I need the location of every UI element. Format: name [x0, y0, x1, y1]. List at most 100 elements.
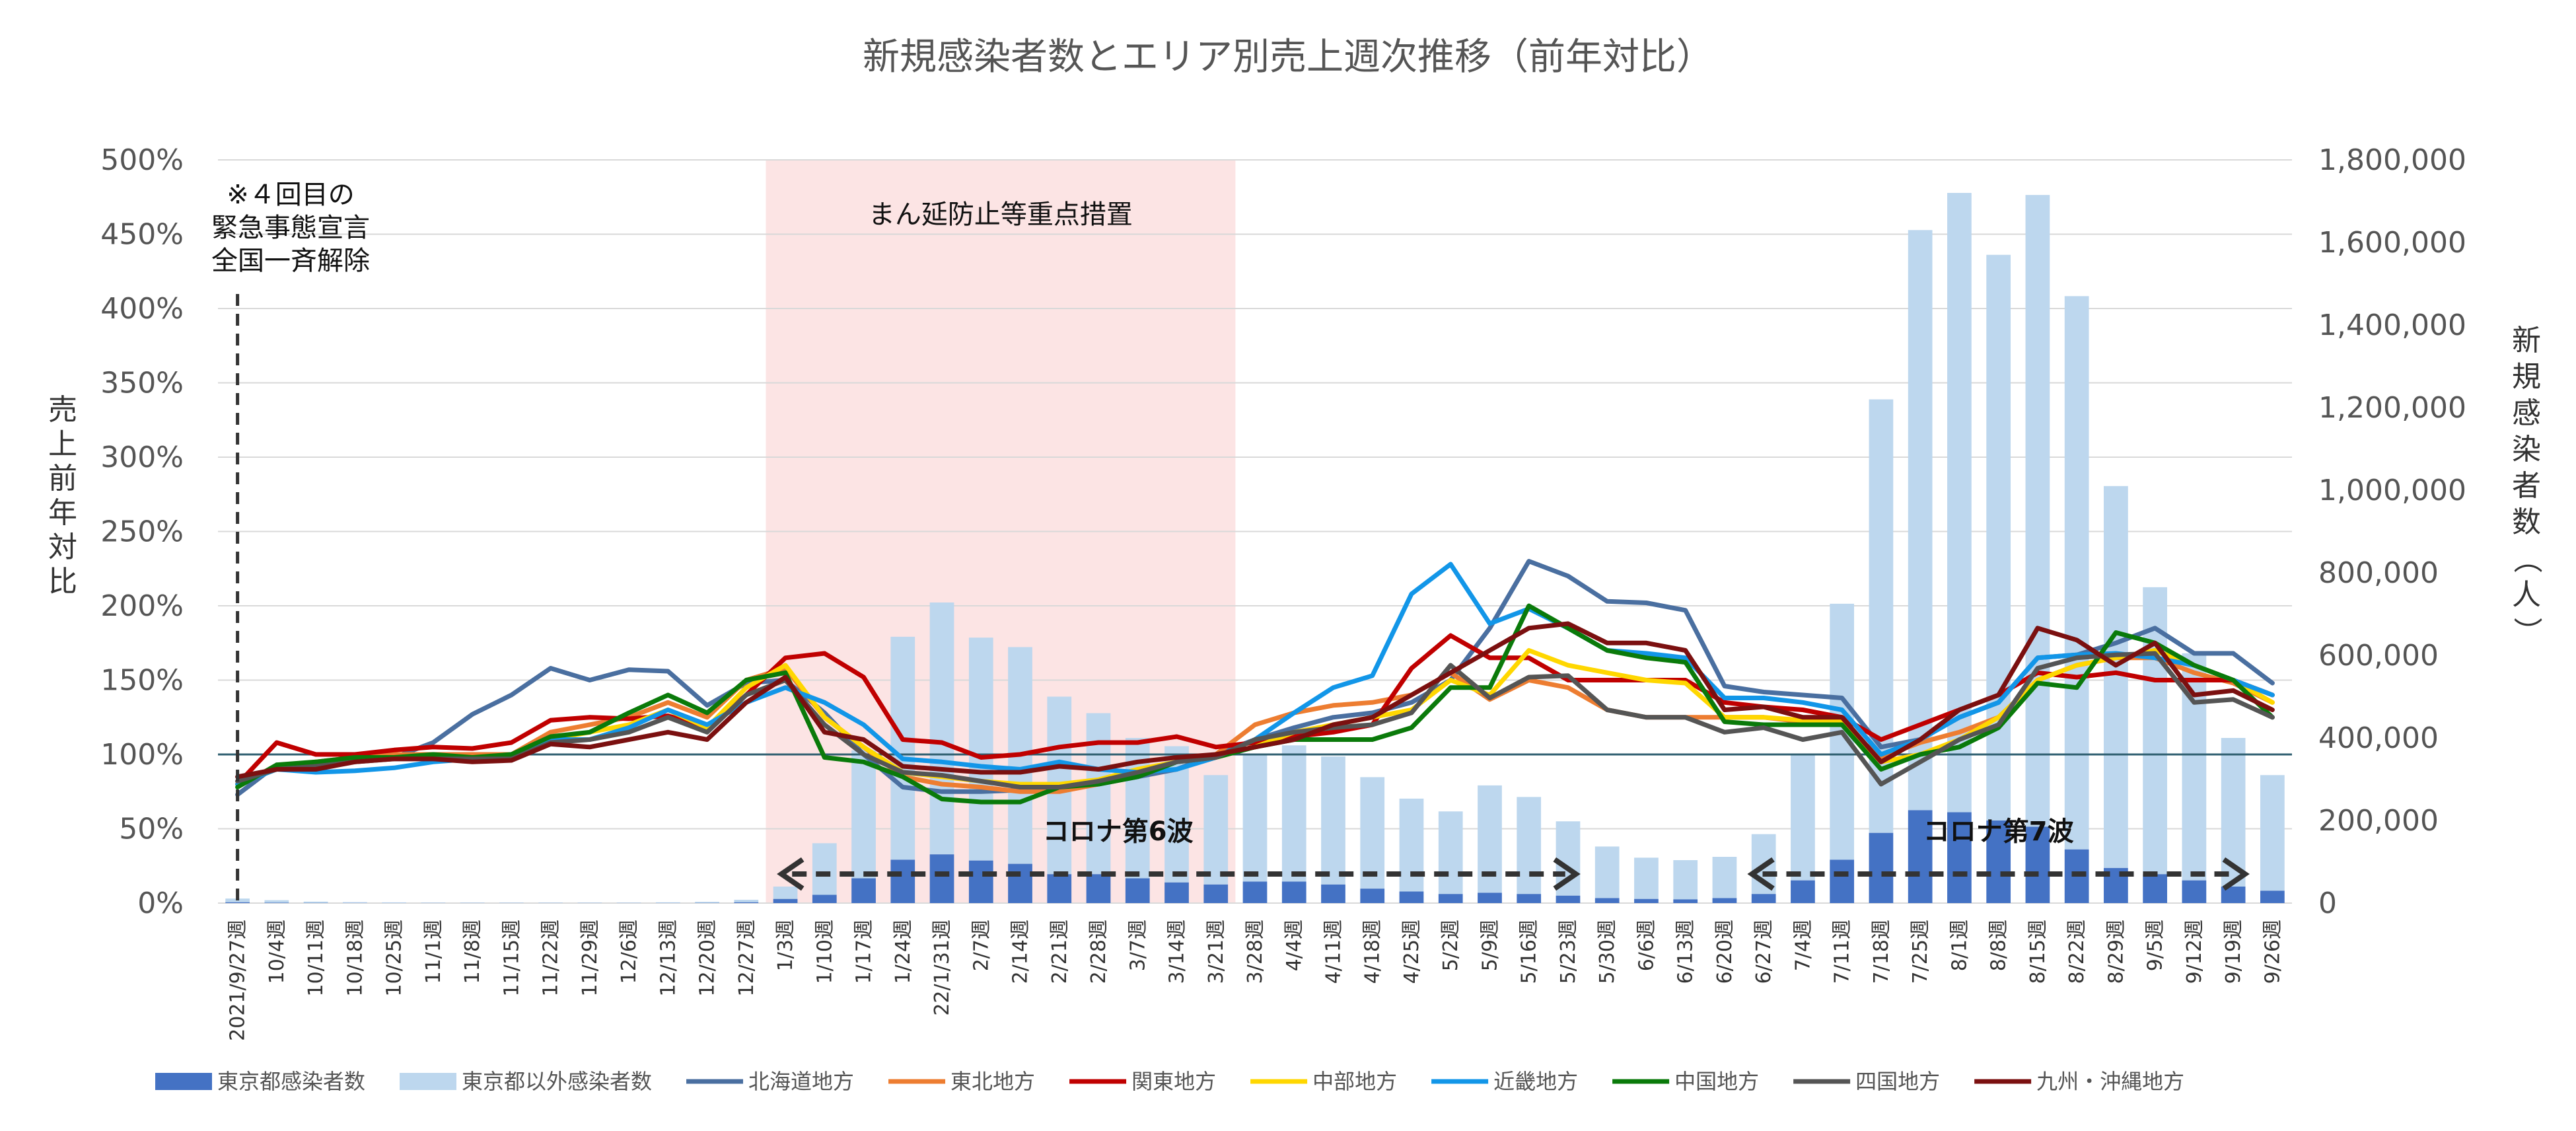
bar-other-prefectures — [2104, 486, 2128, 868]
bar-tokyo — [1008, 863, 1032, 903]
bar-tokyo — [1478, 893, 1502, 903]
bar-tokyo — [1164, 882, 1189, 903]
bar-tokyo — [1556, 895, 1581, 903]
x-tick-label: 9/19週 — [2222, 920, 2245, 984]
x-tick-label: 8/15週 — [2026, 920, 2050, 984]
left-axis-label-char: 前 — [48, 462, 77, 495]
legend: 東京都感染者数 東京都以外感染者数 北海道地方 東北地方 関東地方 中部地方 近畿地方 中国地… — [155, 1069, 2184, 1094]
right-tick-label: 200,000 — [2318, 804, 2439, 838]
bar-other-prefectures — [1399, 798, 1424, 892]
right-axis-label-char: （ — [2510, 544, 2544, 573]
x-tick-label: 11/22週 — [540, 920, 563, 996]
x-tick-label: 7/4週 — [1791, 920, 1814, 971]
legend-swatch — [155, 1073, 212, 1090]
emergency-annotation: ※４回目の 緊急事態宣言 全国一斉解除 — [211, 180, 370, 903]
bar-tokyo — [1908, 810, 1933, 903]
legend-item: 近畿地方 — [1431, 1069, 1578, 1094]
left-tick-label: 300% — [100, 441, 184, 474]
x-tick-label: 6/27週 — [1752, 920, 1775, 984]
x-tick-label: 5/23週 — [1557, 920, 1580, 984]
bar-other-prefectures — [890, 636, 915, 860]
left-tick-label: 500% — [100, 143, 184, 177]
bar-other-prefectures — [616, 902, 641, 903]
x-tick-label: 6/13週 — [1674, 920, 1698, 984]
legend-label: 近畿地方 — [1493, 1069, 1578, 1094]
legend-label: 東京都感染者数 — [217, 1069, 365, 1094]
x-tick-label: 5/16週 — [1518, 920, 1541, 984]
bar-other-prefectures — [1281, 745, 1306, 882]
x-tick-label: 7/11週 — [1831, 920, 1854, 984]
bar-tokyo — [1242, 881, 1268, 903]
legend-item: 東北地方 — [888, 1069, 1035, 1094]
x-tick-label: 8/22週 — [2065, 920, 2089, 984]
legend-item: 関東地方 — [1069, 1069, 1216, 1094]
x-tick-label: 11/8週 — [461, 920, 484, 984]
bar-other-prefectures — [1594, 846, 1620, 898]
bar-tokyo — [2260, 891, 2285, 903]
x-tick-label: 4/18週 — [1361, 920, 1384, 984]
wave6-arrow — [777, 857, 1581, 891]
x-tick-label: 3/14週 — [1166, 920, 1189, 984]
right-tick-label: 1,200,000 — [2318, 391, 2466, 425]
x-tick-label: 8/8週 — [1987, 920, 2011, 971]
x-tick-label: 2021/9/27週 — [227, 920, 250, 1041]
bar-other-prefectures — [655, 902, 680, 903]
bar-other-prefectures — [499, 902, 524, 903]
legend-label: 東京都以外感染者数 — [462, 1069, 652, 1094]
priority-measures-label: まん延防止等重点措置 — [869, 200, 1133, 230]
x-tick-label: 1/24週 — [892, 920, 915, 984]
bar-tokyo — [890, 859, 915, 903]
x-tick-label: 3/28週 — [1244, 920, 1267, 984]
x-tick-label: 7/25週 — [1909, 920, 1932, 984]
left-tick-label: 100% — [100, 738, 184, 772]
bar-tokyo — [1673, 899, 1698, 903]
x-tick-label: 8/1週 — [1948, 920, 1971, 971]
legend-label: 関東地方 — [1131, 1069, 1216, 1094]
line-series — [235, 655, 2275, 794]
x-tick-label: 11/1週 — [422, 920, 445, 984]
x-tick-label: 10/4週 — [266, 920, 289, 984]
bar-tokyo — [1086, 874, 1111, 903]
wave6-label: コロナ第6波 — [1043, 817, 1194, 847]
x-tick-label: 8/29週 — [2104, 920, 2128, 984]
x-tick-label: 11/29週 — [579, 920, 602, 996]
x-tick-label: 10/18週 — [343, 920, 367, 996]
x-tick-label: 3/7週 — [1126, 920, 1149, 971]
bar-tokyo — [1203, 884, 1229, 903]
wave7-label: コロナ第7波 — [1923, 817, 2074, 847]
left-tick-label: 150% — [100, 664, 184, 698]
left-axis-label-char: 上 — [48, 427, 77, 461]
right-tick-label: 1,400,000 — [2318, 309, 2466, 342]
bar-tokyo — [1125, 878, 1150, 903]
bar-other-prefectures — [1517, 797, 1542, 894]
bar-tokyo — [1399, 891, 1424, 903]
right-tick-label: 600,000 — [2318, 639, 2439, 673]
legend-item: 中国地方 — [1612, 1069, 1759, 1094]
right-axis-ticks: 0 200,000 400,000 600,000 800,000 1,000,000 1,… — [2318, 143, 2466, 920]
bar-tokyo — [1517, 894, 1542, 903]
bar-tokyo — [1830, 859, 1855, 903]
x-tick-label: 3/21週 — [1205, 920, 1228, 984]
bar-other-prefectures — [1203, 775, 1229, 885]
bar-other-prefectures — [342, 902, 367, 903]
bar-other-prefectures — [460, 902, 485, 903]
bar-other-prefectures — [1791, 754, 1815, 881]
left-axis-label-char: 比 — [48, 565, 77, 599]
left-axis-label-char: 売 — [48, 393, 77, 427]
bar-other-prefectures — [1321, 756, 1345, 885]
x-tick-label: 1/17週 — [853, 920, 876, 984]
bar-other-prefectures — [1634, 857, 1659, 899]
x-tick-label: 12/27週 — [735, 920, 758, 996]
bar-tokyo — [1634, 898, 1659, 903]
bar-other-prefectures — [968, 638, 993, 861]
bar-other-prefectures — [1438, 811, 1463, 894]
bar-other-prefectures — [812, 843, 837, 895]
x-tick-label: 11/15週 — [500, 920, 523, 996]
legend-label: 中国地方 — [1674, 1069, 1759, 1094]
x-tick-label: 6/6週 — [1635, 920, 1658, 971]
bar-other-prefectures — [695, 902, 719, 903]
bar-tokyo — [2025, 826, 2050, 903]
left-axis-ticks: 0% 50% 100% 150% 200% 250% 300% 350% 400% 450% 500… — [100, 143, 184, 920]
bar-tokyo — [1947, 812, 1972, 903]
legend-item: 九州・沖縄地方 — [1974, 1069, 2184, 1094]
